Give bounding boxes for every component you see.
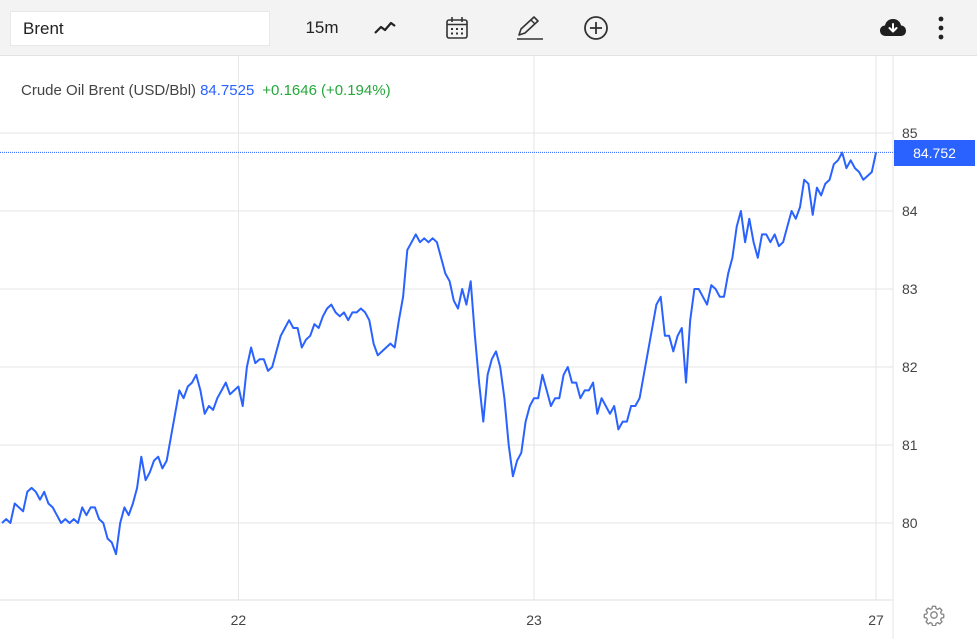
legend-instrument-name: Crude Oil Brent (USD/Bbl) [21, 82, 197, 99]
toolbar: Brent 15m [0, 0, 977, 56]
gear-icon [923, 605, 945, 627]
calendar-button[interactable] [441, 12, 473, 44]
y-axis-tick-label: 80 [902, 515, 918, 531]
chart-type-icon [374, 21, 396, 34]
price-series-line [1, 151, 877, 556]
price-chart[interactable]: 80 81 82 83 84 85 22 23 27 [0, 56, 977, 639]
legend-change-percent: (+0.194%) [320, 82, 391, 99]
symbol-search-input[interactable]: Brent [10, 11, 270, 46]
y-axis-tick-label: 81 [902, 437, 918, 453]
last-price-tag: 84.752 [894, 140, 975, 166]
interval-button[interactable]: 15m [305, 18, 339, 37]
add-icon [584, 16, 608, 40]
x-axis-tick-label: 27 [868, 612, 884, 628]
calendar-icon [446, 17, 468, 39]
y-axis-tick-label: 85 [902, 125, 918, 141]
draw-button[interactable] [513, 12, 545, 44]
y-axis-tick-label: 84 [902, 203, 918, 219]
legend-change: +0.1646 [262, 82, 317, 99]
x-axis-tick-label: 23 [526, 612, 542, 628]
settings-button[interactable] [923, 604, 945, 627]
chart-type-button[interactable] [370, 12, 402, 44]
more-menu-button[interactable] [925, 12, 957, 44]
pencil-icon [517, 16, 543, 40]
chart-legend: Crude Oil Brent (USD/Bbl) 84.7525 +0.1646(… [21, 82, 391, 99]
add-indicator-button[interactable] [580, 12, 612, 44]
y-axis-tick-label: 82 [902, 359, 918, 375]
y-axis-tick-label: 83 [902, 281, 918, 297]
x-axis-tick-label: 22 [231, 612, 247, 628]
legend-price: 84.7525 [200, 82, 255, 99]
download-button[interactable] [877, 12, 909, 44]
cloud-download-icon [880, 19, 906, 36]
more-vertical-icon [938, 16, 944, 40]
